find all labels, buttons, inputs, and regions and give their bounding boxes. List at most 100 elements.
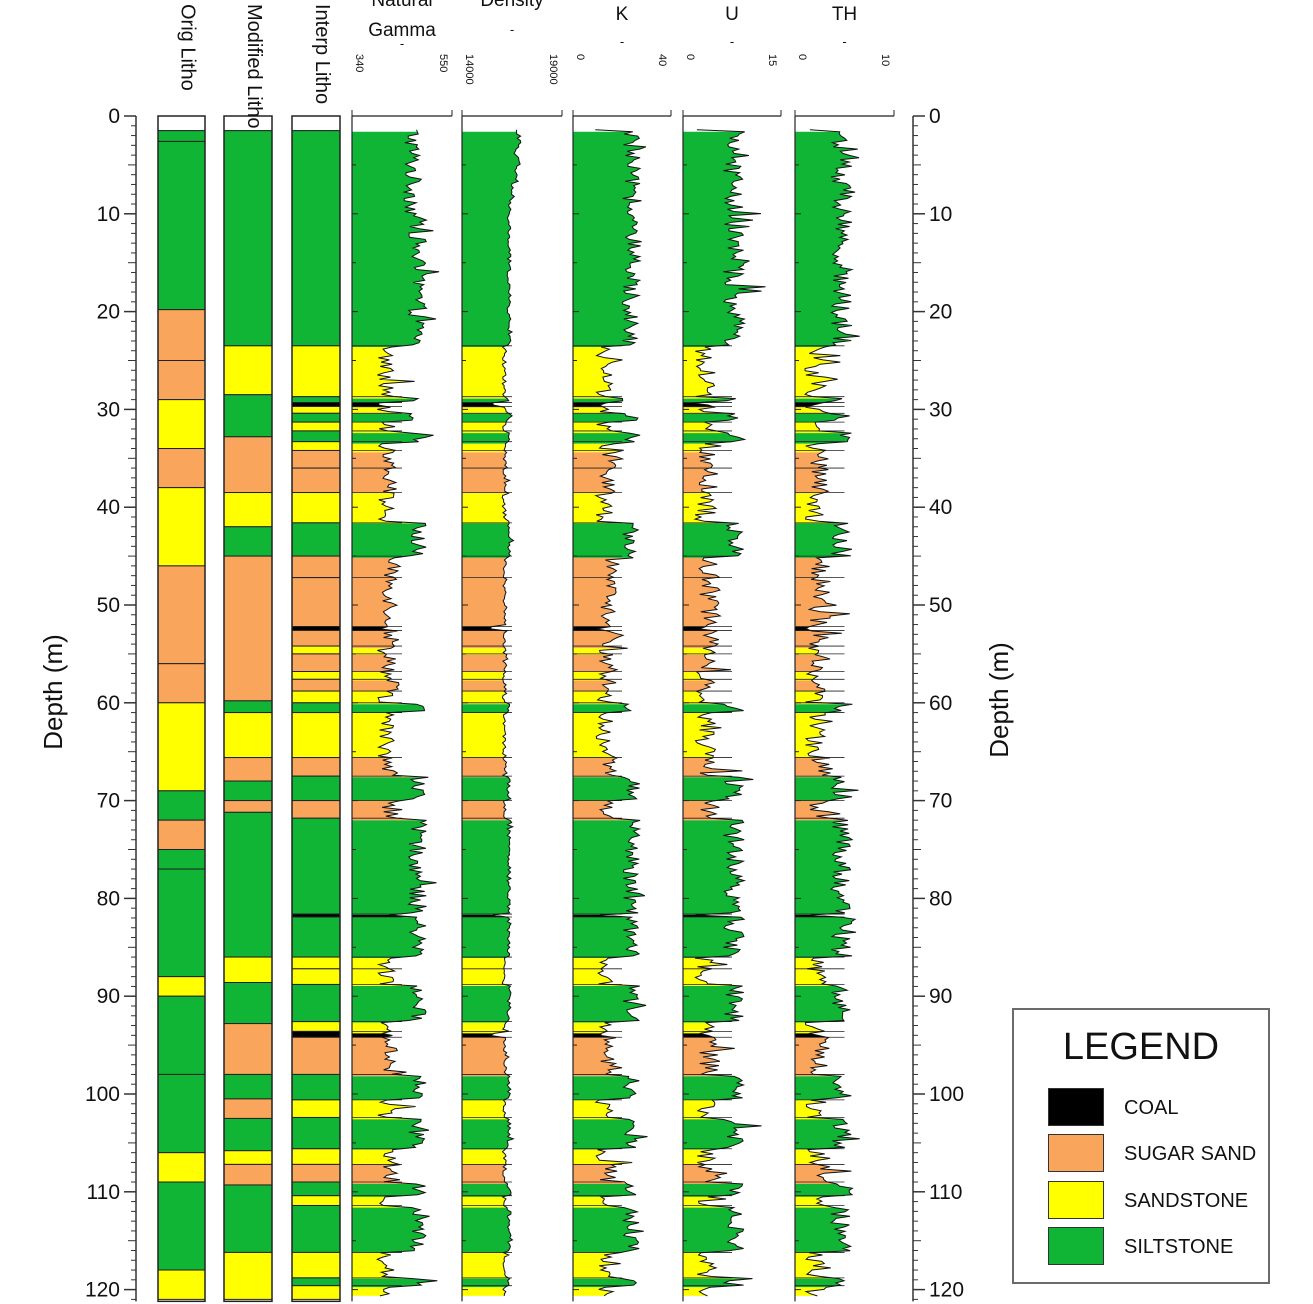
log-fill-siltstone (462, 1207, 513, 1253)
litho-interval-siltstone (291, 396, 341, 404)
legend-item-siltstone: SILTSTONE (1048, 1227, 1268, 1267)
log-fill-sugar-sand (352, 452, 397, 494)
litho-interval-sandstone (157, 702, 206, 792)
log-fill-sugar-sand (795, 680, 825, 692)
log-fill-sugar-sand (795, 758, 842, 778)
depth-tick-label-left: 50 (97, 594, 120, 617)
log-fill-none (352, 129, 418, 132)
litho-interval-siltstone (157, 849, 206, 870)
litho-interval-sandstone (223, 345, 273, 396)
litho-interval-sugar-sand (157, 448, 206, 489)
log-fill-siltstone (462, 433, 510, 444)
log-fill-siltstone (462, 523, 514, 558)
litho-column-frame (223, 115, 273, 1303)
log-curve-natural-gamma (376, 129, 440, 1297)
log-fill-sugar-sand (462, 654, 508, 672)
log-fill-siltstone (573, 1184, 636, 1197)
litho-interval-sandstone (291, 345, 341, 398)
litho-interval-coal (291, 1030, 341, 1038)
log-fill-sandstone (795, 1022, 825, 1034)
litho-column-title: Interp Litho (311, 4, 333, 104)
log-fill-sandstone (683, 347, 736, 399)
litho-interval-sandstone (157, 1269, 206, 1300)
log-fill-coal (683, 626, 717, 631)
legend: LEGEND COAL SUGAR SAND SANDSTONE SILTSTO… (1012, 1008, 1270, 1284)
log-fill-siltstone (683, 131, 766, 347)
litho-interval-siltstone (223, 394, 273, 438)
log-fill-sandstone (352, 1252, 413, 1279)
log-fill-sandstone (795, 1287, 827, 1296)
litho-interval-sandstone (223, 712, 273, 759)
litho-interval-sandstone (291, 645, 341, 655)
litho-interval-sandstone (157, 399, 206, 450)
log-fill-sandstone (683, 648, 715, 655)
litho-interval-sugar-sand (223, 1023, 273, 1075)
log-curve-k (594, 129, 648, 1297)
log-fill-siltstone (462, 704, 510, 713)
track-max-label: 550 (437, 54, 449, 72)
litho-interval-sandstone (291, 712, 341, 759)
depth-tick-label-left: 90 (97, 985, 120, 1008)
legend-item-sugar-sand: SUGAR SAND (1048, 1134, 1268, 1174)
log-fill-sandstone (795, 493, 849, 524)
depth-tick-label-right: 80 (929, 887, 952, 910)
litho-interval-siltstone (223, 1073, 273, 1100)
lithology-columns: Orig Litho Modified Litho Interp Litho (157, 4, 341, 1303)
track-title: K (616, 4, 629, 25)
litho-interval-coal (291, 626, 341, 631)
log-fill-siltstone (795, 917, 856, 959)
litho-interval-siltstone (291, 1204, 341, 1253)
litho-interval-sugar-sand (223, 555, 273, 702)
log-fill-sandstone (462, 1100, 510, 1120)
log-fill-siltstone (573, 820, 645, 915)
log-fill-sandstone (683, 712, 722, 758)
log-fill-siltstone (795, 398, 842, 403)
litho-interval-siltstone (157, 790, 206, 821)
log-curve-th (804, 129, 860, 1297)
log-fill-siltstone (352, 820, 437, 915)
log-fill-coal (573, 1033, 616, 1038)
log-fill-none (462, 129, 517, 132)
depth-tick-label-left: 10 (97, 203, 120, 226)
litho-interval-sugar-sand (157, 819, 206, 850)
litho-interval-sugar-sand (223, 436, 273, 494)
depth-tick-label-right: 30 (929, 398, 952, 421)
log-curve-u (692, 129, 766, 1297)
log-fill-siltstone (462, 131, 521, 347)
log-fill-siltstone (795, 523, 852, 558)
log-fill-sugar-sand (352, 1037, 421, 1077)
log-fill-sugar-sand (352, 680, 399, 692)
log-fill-sandstone (573, 1100, 629, 1120)
log-fill-sandstone (462, 1252, 510, 1279)
log-fill-sugar-sand (683, 1164, 743, 1184)
log-fill-siltstone (573, 131, 646, 347)
log-fill-sugar-sand (683, 758, 743, 778)
track-max-label: 40 (656, 54, 668, 66)
depth-tick-label-left: 120 (85, 1279, 120, 1302)
litho-interval-siltstone (291, 1073, 341, 1101)
log-fill-sandstone (683, 1252, 753, 1279)
depth-tick-label-left: 40 (97, 496, 120, 519)
litho-interval-sugar-sand (223, 800, 273, 813)
legend-swatch-sugar-sand (1048, 1134, 1104, 1172)
log-fill-sugar-sand (683, 557, 721, 627)
track-max-label: 10 (879, 54, 891, 66)
litho-column-frame (291, 115, 341, 1303)
log-fill-sandstone (352, 347, 418, 399)
litho-interval-sandstone (291, 1099, 341, 1118)
litho-column-title: Modified Litho (243, 4, 265, 129)
depth-tick-label-right: 120 (929, 1279, 964, 1302)
track-min-label: 0 (574, 54, 586, 60)
log-fill-siltstone (352, 704, 425, 713)
litho-interval-sandstone (223, 492, 273, 528)
log-fill-siltstone (683, 704, 744, 713)
log-fill-sugar-sand (462, 758, 509, 778)
log-fill-sandstone (352, 493, 426, 524)
log-fill-siltstone (352, 131, 440, 347)
log-fill-sugar-sand (683, 1037, 735, 1077)
litho-interval-sugar-sand (291, 629, 341, 647)
log-fill-sugar-sand (462, 452, 510, 494)
log-fill-sandstone (462, 1149, 507, 1165)
